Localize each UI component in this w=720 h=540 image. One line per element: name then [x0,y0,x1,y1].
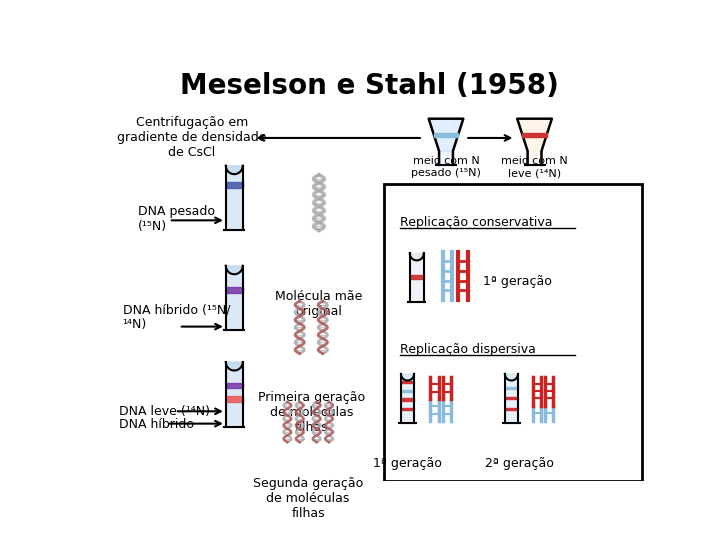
Polygon shape [401,374,414,381]
Polygon shape [226,166,243,174]
Polygon shape [401,399,414,401]
Polygon shape [439,151,453,165]
Polygon shape [401,374,414,423]
Text: Replicação dispersiva: Replicação dispersiva [400,343,536,356]
Polygon shape [226,266,243,330]
Text: 2ª geração: 2ª geração [485,457,554,470]
Text: DNA híbrido: DNA híbrido [119,418,194,431]
Polygon shape [410,253,423,302]
Polygon shape [226,383,243,388]
Polygon shape [428,119,464,151]
Polygon shape [226,362,243,370]
Polygon shape [410,253,423,260]
Polygon shape [505,374,518,381]
Text: meio com N
pesado (¹⁵N): meio com N pesado (¹⁵N) [411,157,481,178]
Polygon shape [226,287,243,293]
Polygon shape [401,408,414,410]
Polygon shape [226,166,243,231]
Text: Replicação conservativa: Replicação conservativa [400,216,552,229]
Text: DNA híbrido (¹⁵N/
¹⁴N): DNA híbrido (¹⁵N/ ¹⁴N) [122,303,230,332]
Polygon shape [226,362,243,427]
Text: Segunda geração
de moléculas
filhas: Segunda geração de moléculas filhas [253,477,364,519]
Polygon shape [505,374,518,423]
Text: 1ª geração: 1ª geração [483,275,552,288]
Polygon shape [226,183,243,188]
Polygon shape [434,133,458,137]
Polygon shape [523,133,546,137]
Text: Meselson e Stahl (1958): Meselson e Stahl (1958) [179,72,559,100]
Polygon shape [401,389,414,392]
Polygon shape [401,381,414,383]
Polygon shape [226,396,243,402]
Polygon shape [528,151,541,165]
Text: Primeira geração
de moléculas
filhas: Primeira geração de moléculas filhas [258,390,365,434]
Polygon shape [505,387,518,389]
Text: meio com N
leve (¹⁴N): meio com N leve (¹⁴N) [501,157,568,178]
Polygon shape [505,408,518,410]
Polygon shape [410,275,423,279]
Polygon shape [505,397,518,399]
Polygon shape [517,119,552,151]
Text: 1ª geração: 1ª geração [373,457,442,470]
Polygon shape [226,266,243,274]
Text: DNA leve (¹⁴N): DNA leve (¹⁴N) [119,405,210,418]
Text: Molécula mãe
original: Molécula mãe original [275,291,363,319]
Text: DNA pesado
(¹⁵N): DNA pesado (¹⁵N) [138,205,215,233]
Text: Centrifugação em
gradiente de densidade
de CsCl: Centrifugação em gradiente de densidade … [117,117,266,159]
